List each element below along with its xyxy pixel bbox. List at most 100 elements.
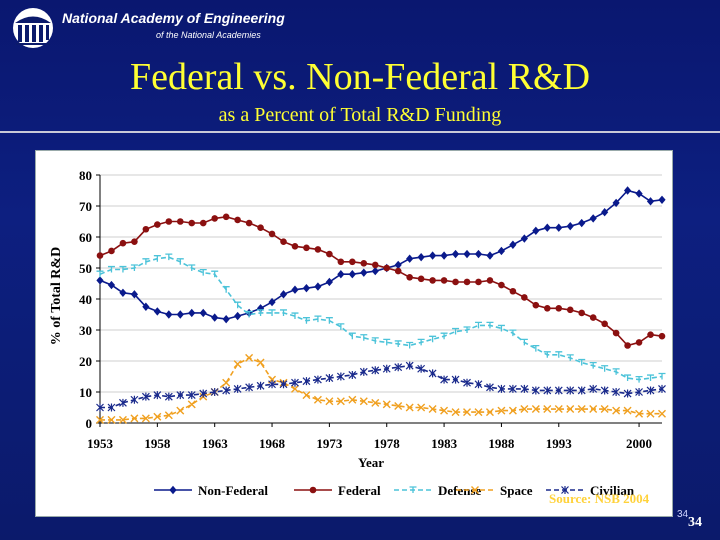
data-point bbox=[589, 384, 598, 393]
data-point bbox=[601, 320, 608, 328]
data-point bbox=[646, 409, 655, 418]
data-point bbox=[290, 384, 299, 393]
data-point bbox=[233, 360, 242, 369]
data-point bbox=[257, 224, 264, 231]
data-point bbox=[176, 258, 184, 265]
data-point bbox=[394, 363, 403, 372]
legend-label: Federal bbox=[338, 483, 381, 498]
data-point bbox=[313, 375, 322, 384]
data-point bbox=[188, 219, 196, 227]
data-point bbox=[440, 251, 448, 260]
data-point bbox=[119, 288, 127, 297]
series-line-federal bbox=[99, 215, 663, 347]
data-point bbox=[623, 406, 632, 415]
data-point bbox=[623, 389, 632, 398]
data-point bbox=[508, 384, 517, 393]
data-point bbox=[142, 225, 150, 233]
data-point bbox=[325, 374, 334, 383]
data-point bbox=[485, 408, 494, 417]
data-point bbox=[486, 277, 494, 284]
data-point bbox=[234, 301, 242, 309]
data-point bbox=[543, 405, 552, 414]
data-point bbox=[302, 283, 311, 293]
data-point bbox=[600, 405, 609, 414]
data-point bbox=[234, 311, 242, 321]
data-point bbox=[199, 219, 207, 227]
data-point bbox=[337, 258, 345, 266]
data-point bbox=[520, 405, 529, 414]
data-point bbox=[471, 486, 479, 494]
series-non-federal bbox=[96, 186, 666, 324]
data-point bbox=[176, 406, 185, 415]
data-point bbox=[532, 226, 540, 235]
data-point bbox=[107, 415, 116, 424]
data-point bbox=[336, 397, 345, 406]
data-point bbox=[153, 412, 162, 421]
data-point bbox=[360, 268, 368, 277]
data-point bbox=[658, 195, 666, 204]
data-point bbox=[96, 403, 104, 412]
data-point bbox=[486, 321, 494, 329]
y-tick-label: 0 bbox=[86, 416, 93, 431]
data-point bbox=[589, 314, 597, 321]
legend-label: Space bbox=[500, 483, 533, 498]
data-point bbox=[119, 239, 127, 247]
data-point bbox=[337, 323, 345, 330]
data-point bbox=[141, 414, 150, 423]
data-point bbox=[211, 215, 218, 222]
data-point bbox=[199, 308, 207, 318]
data-point bbox=[359, 397, 368, 406]
data-point bbox=[176, 218, 184, 225]
data-point bbox=[142, 302, 150, 311]
data-point bbox=[337, 270, 345, 279]
data-point bbox=[417, 275, 425, 283]
data-point bbox=[279, 380, 288, 389]
data-point bbox=[348, 270, 356, 279]
data-point bbox=[130, 290, 139, 299]
data-point bbox=[302, 317, 310, 324]
org-name: National Academy of Engineering bbox=[62, 10, 285, 26]
data-point bbox=[532, 344, 540, 352]
data-point bbox=[635, 388, 643, 396]
data-point bbox=[199, 389, 208, 398]
data-point bbox=[349, 258, 356, 266]
x-tick-label: 1968 bbox=[259, 436, 286, 451]
source-note: Source: NSB 2004 bbox=[549, 491, 650, 506]
data-point bbox=[520, 384, 529, 393]
data-point bbox=[452, 278, 459, 286]
data-point bbox=[371, 261, 379, 269]
data-point bbox=[520, 338, 528, 346]
data-point bbox=[577, 405, 586, 414]
data-point bbox=[164, 411, 173, 420]
data-point bbox=[440, 277, 448, 284]
data-point bbox=[360, 334, 368, 341]
data-point bbox=[463, 408, 472, 417]
data-point bbox=[554, 386, 563, 395]
data-point bbox=[96, 252, 104, 259]
data-point bbox=[417, 338, 425, 346]
x-tick-label: 1963 bbox=[202, 436, 229, 451]
data-point bbox=[566, 354, 574, 361]
data-point bbox=[463, 378, 471, 387]
series-line-defense bbox=[99, 256, 663, 381]
data-point bbox=[497, 384, 506, 393]
data-point bbox=[440, 406, 449, 415]
data-point bbox=[280, 238, 287, 245]
x-tick-label: 1978 bbox=[374, 436, 401, 451]
y-tick-label: 70 bbox=[79, 199, 92, 214]
data-point bbox=[154, 221, 161, 228]
data-point bbox=[291, 378, 299, 387]
data-point bbox=[589, 214, 597, 223]
y-tick-label: 80 bbox=[79, 168, 92, 183]
data-point bbox=[291, 243, 299, 250]
data-point bbox=[108, 247, 115, 255]
data-point bbox=[497, 246, 506, 256]
data-point bbox=[325, 397, 334, 406]
data-point bbox=[118, 415, 127, 424]
data-point bbox=[141, 392, 150, 401]
data-point bbox=[452, 327, 460, 335]
y-tick-label: 50 bbox=[79, 261, 92, 276]
legend-item-civilian: Civilian bbox=[546, 483, 635, 498]
data-point bbox=[302, 377, 311, 386]
data-point bbox=[107, 403, 116, 412]
